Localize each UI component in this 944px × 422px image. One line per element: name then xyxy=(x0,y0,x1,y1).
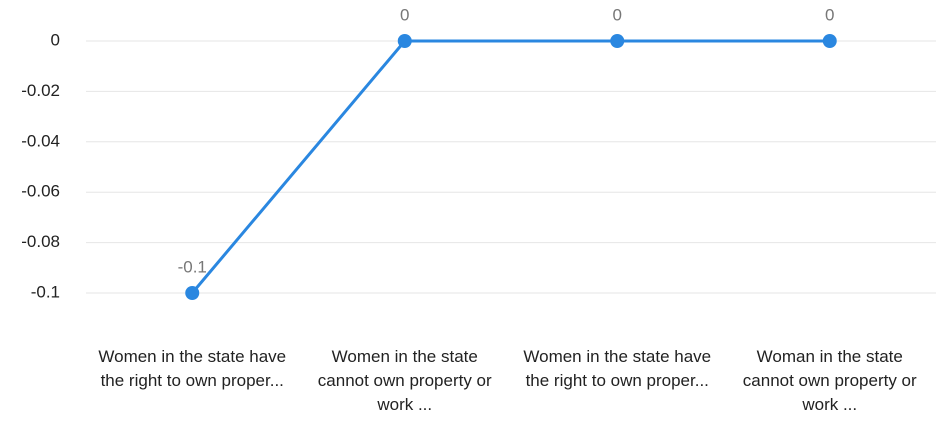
y-tick-label: -0.08 xyxy=(21,232,60,251)
y-tick-label: 0 xyxy=(51,30,60,49)
point xyxy=(822,34,837,48)
line xyxy=(191,39,830,294)
x-tick-label: Woman in the state cannot own property o… xyxy=(742,347,917,414)
point xyxy=(610,34,625,48)
x-tick-label: Women in the state cannot own property o… xyxy=(317,347,492,414)
point xyxy=(185,286,200,300)
data-label: 0 xyxy=(400,5,409,24)
data-label: 0 xyxy=(613,5,622,24)
y-tick-label: -0.02 xyxy=(21,81,60,100)
data-label: 0 xyxy=(825,5,834,24)
x-tick-label: Women in the state have the right to own… xyxy=(523,347,712,390)
y-tick-label: -0.04 xyxy=(21,131,60,150)
x-tick-label: Women in the state have the right to own… xyxy=(98,347,287,390)
y-tick-label: -0.1 xyxy=(31,282,60,301)
point xyxy=(397,34,412,48)
y-tick-label: -0.06 xyxy=(21,182,60,201)
data-label: -0.1 xyxy=(178,257,207,276)
